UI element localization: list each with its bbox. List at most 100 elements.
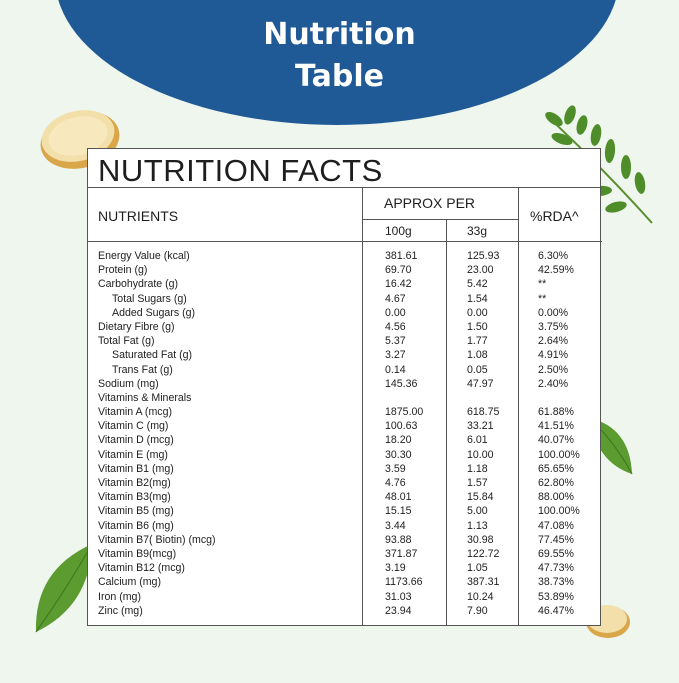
nutrient-name: Vitamins & Minerals — [98, 391, 192, 404]
value-33g: 10.24 — [467, 590, 494, 603]
value-rda: 2.64% — [538, 335, 569, 348]
value-rda: 100.00% — [538, 448, 580, 461]
value-33g: 1.54 — [467, 292, 488, 305]
table-row: Iron (mg) 31.03 10.24 53.89% — [88, 590, 602, 604]
value-100g: 1173.66 — [385, 576, 423, 589]
value-rda: 77.45% — [538, 533, 574, 546]
header-33g: 33g — [467, 224, 488, 238]
nutrient-name: Calcium (mg) — [98, 576, 161, 589]
value-rda: 69.55% — [538, 547, 574, 560]
value-100g: 145.36 — [385, 377, 418, 390]
table-row: Calcium (mg) 1173.66 387.31 38.73% — [88, 575, 602, 589]
value-33g: 387.31 — [467, 576, 500, 589]
value-100g: 30.30 — [385, 448, 412, 461]
header-100g: 100g — [385, 224, 412, 238]
value-rda: ** — [538, 292, 547, 305]
table-row: Vitamin C (mg) 100.63 33.21 41.51% — [88, 419, 602, 433]
value-33g: 23.00 — [467, 264, 494, 277]
value-rda: 47.08% — [538, 519, 574, 532]
table-row: Vitamin E (mg) 30.30 10.00 100.00% — [88, 448, 602, 462]
value-33g: 15.84 — [467, 491, 494, 504]
header-divider — [362, 219, 518, 220]
value-33g: 618.75 — [467, 406, 500, 419]
value-33g: 125.93 — [467, 250, 500, 262]
value-100g: 1875.00 — [385, 406, 424, 419]
table-row: Vitamin B3(mg) 48.01 15.84 88.00% — [88, 490, 602, 504]
nutrient-name: Zinc (mg) — [98, 604, 143, 617]
table-row: Vitamin B7( Biotin) (mcg) 93.88 30.98 77.45… — [88, 533, 602, 547]
value-100g: 100.63 — [385, 420, 418, 433]
value-33g: 0.05 — [467, 363, 488, 376]
value-rda: 61.88% — [538, 406, 574, 419]
value-33g: 1.08 — [467, 349, 488, 362]
nutrient-name: Vitamin C (mg) — [98, 420, 169, 433]
nutrient-name: Vitamin B12 (mcg) — [98, 562, 185, 575]
value-33g: 1.05 — [467, 562, 488, 575]
table-row: Total Fat (g) 5.37 1.77 2.64% — [88, 334, 602, 348]
value-rda: 38.73% — [538, 576, 574, 589]
nutrient-name: Iron (mg) — [98, 590, 141, 603]
banner-title-line1: Nutrition — [263, 17, 416, 52]
value-100g: 23.94 — [385, 604, 412, 617]
nutrient-name: Vitamin D (mcg) — [98, 434, 174, 447]
banner-title-line2: Table — [295, 59, 384, 94]
value-100g: 16.42 — [385, 278, 412, 291]
table-row: Saturated Fat (g) 3.27 1.08 4.91% — [88, 348, 602, 362]
value-100g: 93.88 — [385, 533, 412, 546]
value-33g: 33.21 — [467, 420, 494, 433]
leaf-icon — [35, 543, 93, 633]
value-33g: 30.98 — [467, 533, 494, 546]
table-row: Vitamin B1 (mg) 3.59 1.18 65.65% — [88, 462, 602, 476]
value-rda: 41.51% — [538, 420, 574, 433]
value-100g: 18.20 — [385, 434, 412, 447]
nutrient-name: Protein (g) — [98, 264, 148, 277]
table-row: Vitamin A (mcg) 1875.00 618.75 61.88% — [88, 405, 602, 419]
nutrient-name: Vitamin A (mcg) — [98, 406, 172, 419]
value-rda: 42.59% — [538, 264, 574, 277]
table-row: Sodium (mg) 145.36 47.97 2.40% — [88, 377, 602, 391]
table-row: Energy Value (kcal) 381.61 125.93 6.30% — [88, 249, 602, 263]
table-row: Zinc (mg) 23.94 7.90 46.47% — [88, 604, 602, 618]
table-row: Vitamin D (mcg) 18.20 6.01 40.07% — [88, 433, 602, 447]
value-100g: 3.19 — [385, 562, 406, 575]
value-100g: 381.61 — [385, 250, 418, 262]
value-100g: 3.27 — [385, 349, 406, 362]
value-100g: 371.87 — [385, 547, 418, 560]
nutrient-name: Vitamin E (mg) — [98, 448, 168, 461]
value-33g: 6.01 — [467, 434, 488, 447]
nutrient-name: Vitamin B7( Biotin) (mcg) — [98, 533, 216, 546]
nutrient-name: Carbohydrate (g) — [98, 278, 179, 291]
nutrient-name: Vitamin B6 (mg) — [98, 519, 174, 532]
nutrient-name: Sodium (mg) — [98, 377, 159, 390]
value-100g: 4.56 — [385, 320, 406, 333]
value-33g: 1.50 — [467, 320, 488, 333]
nutrient-name: Saturated Fat (g) — [112, 349, 193, 362]
value-100g: 3.59 — [385, 462, 406, 475]
value-100g: 5.37 — [385, 335, 406, 348]
nutrient-name: Vitamin B9(mcg) — [98, 547, 177, 560]
table-row: Vitamin B6 (mg) 3.44 1.13 47.08% — [88, 519, 602, 533]
banner-title: Nutrition Table — [0, 14, 679, 98]
nutrient-name: Energy Value (kcal) — [98, 250, 190, 262]
value-100g: 4.76 — [385, 477, 406, 489]
nutrient-name: Total Fat (g) — [98, 335, 155, 348]
value-33g: 1.13 — [467, 519, 488, 532]
table-row: Vitamins & Minerals — [88, 391, 602, 405]
value-rda: 2.50% — [538, 363, 569, 376]
header-approx-per: APPROX PER — [384, 195, 476, 211]
value-33g: 5.42 — [467, 278, 488, 291]
nutrient-name: Vitamin B1 (mg) — [98, 462, 174, 475]
value-100g: 4.67 — [385, 292, 406, 305]
column-divider — [518, 187, 519, 625]
value-rda: 40.07% — [538, 434, 574, 447]
nutrient-name: Vitamin B5 (mg) — [98, 505, 174, 518]
value-100g: 31.03 — [385, 590, 412, 603]
table-row: Trans Fat (g) 0.14 0.05 2.50% — [88, 363, 602, 377]
nutrient-name: Trans Fat (g) — [112, 363, 173, 376]
value-100g: 3.44 — [385, 519, 406, 532]
value-rda: 6.30% — [538, 250, 569, 262]
value-100g: 0.00 — [385, 306, 406, 319]
value-33g: 5.00 — [467, 505, 488, 518]
value-100g: 48.01 — [385, 491, 412, 504]
value-33g: 47.97 — [467, 377, 494, 390]
